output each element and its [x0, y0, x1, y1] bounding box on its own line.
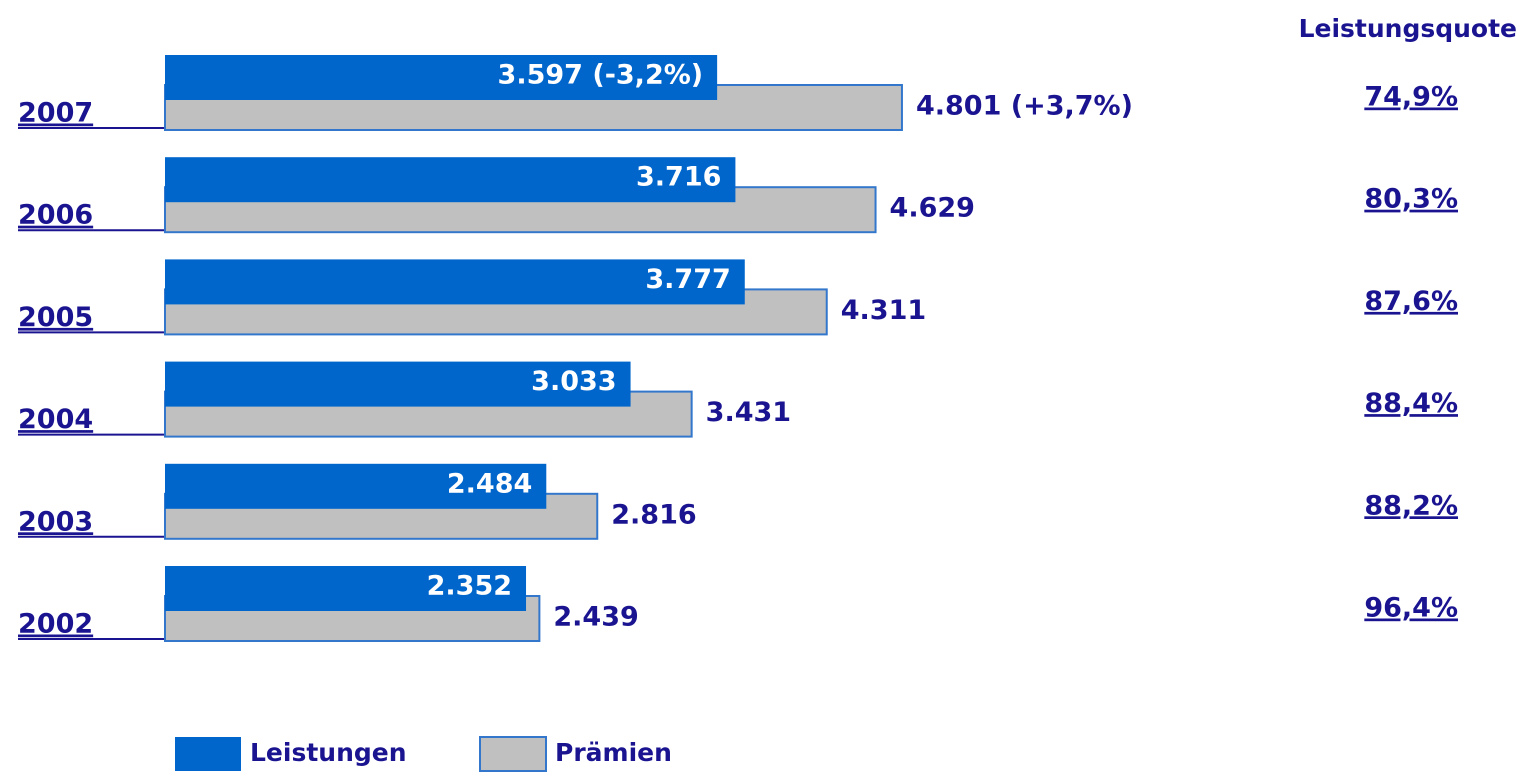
value-label: 4.629	[890, 193, 975, 224]
value-label: 4.311	[841, 295, 926, 326]
value-label: 2.816	[611, 499, 696, 530]
category-label: 2004	[18, 404, 93, 435]
category-label: 2002	[18, 609, 93, 640]
category-label: 2006	[18, 200, 93, 231]
value-label: 3.597 (-3,2%)	[498, 60, 704, 91]
bar	[165, 259, 745, 305]
value-label: 2.352	[427, 571, 512, 602]
value-label: 3.033	[531, 366, 616, 397]
value-label: 2.484	[447, 468, 532, 499]
value-label: 2.439	[553, 602, 638, 633]
value-label: 3.431	[706, 397, 791, 428]
quote-value: 80,3%	[1364, 184, 1458, 215]
bar	[165, 463, 547, 509]
category-label: 2007	[18, 98, 93, 129]
bar	[164, 186, 877, 234]
category-label: 2003	[18, 506, 93, 537]
quote-title: Leistungsquote	[1299, 14, 1517, 43]
quote-value: 88,4%	[1364, 388, 1458, 419]
quote-value: 96,4%	[1364, 593, 1458, 624]
quote-value: 74,9%	[1364, 82, 1458, 113]
category-label: 2005	[18, 302, 93, 333]
legend-label: Leistungen	[250, 738, 407, 767]
quote-value: 88,2%	[1364, 490, 1458, 521]
legend-swatch	[175, 737, 241, 771]
value-label: 3.716	[636, 162, 721, 193]
value-label: 3.777	[645, 264, 730, 295]
quote-value: 87,6%	[1364, 286, 1458, 317]
bar	[165, 566, 527, 611]
legend-swatch	[479, 736, 547, 772]
bar	[165, 361, 631, 407]
legend-label: Prämien	[555, 738, 672, 767]
bar	[165, 157, 736, 203]
value-label: 4.801 (+3,7%)	[916, 91, 1133, 122]
bar	[165, 55, 718, 100]
